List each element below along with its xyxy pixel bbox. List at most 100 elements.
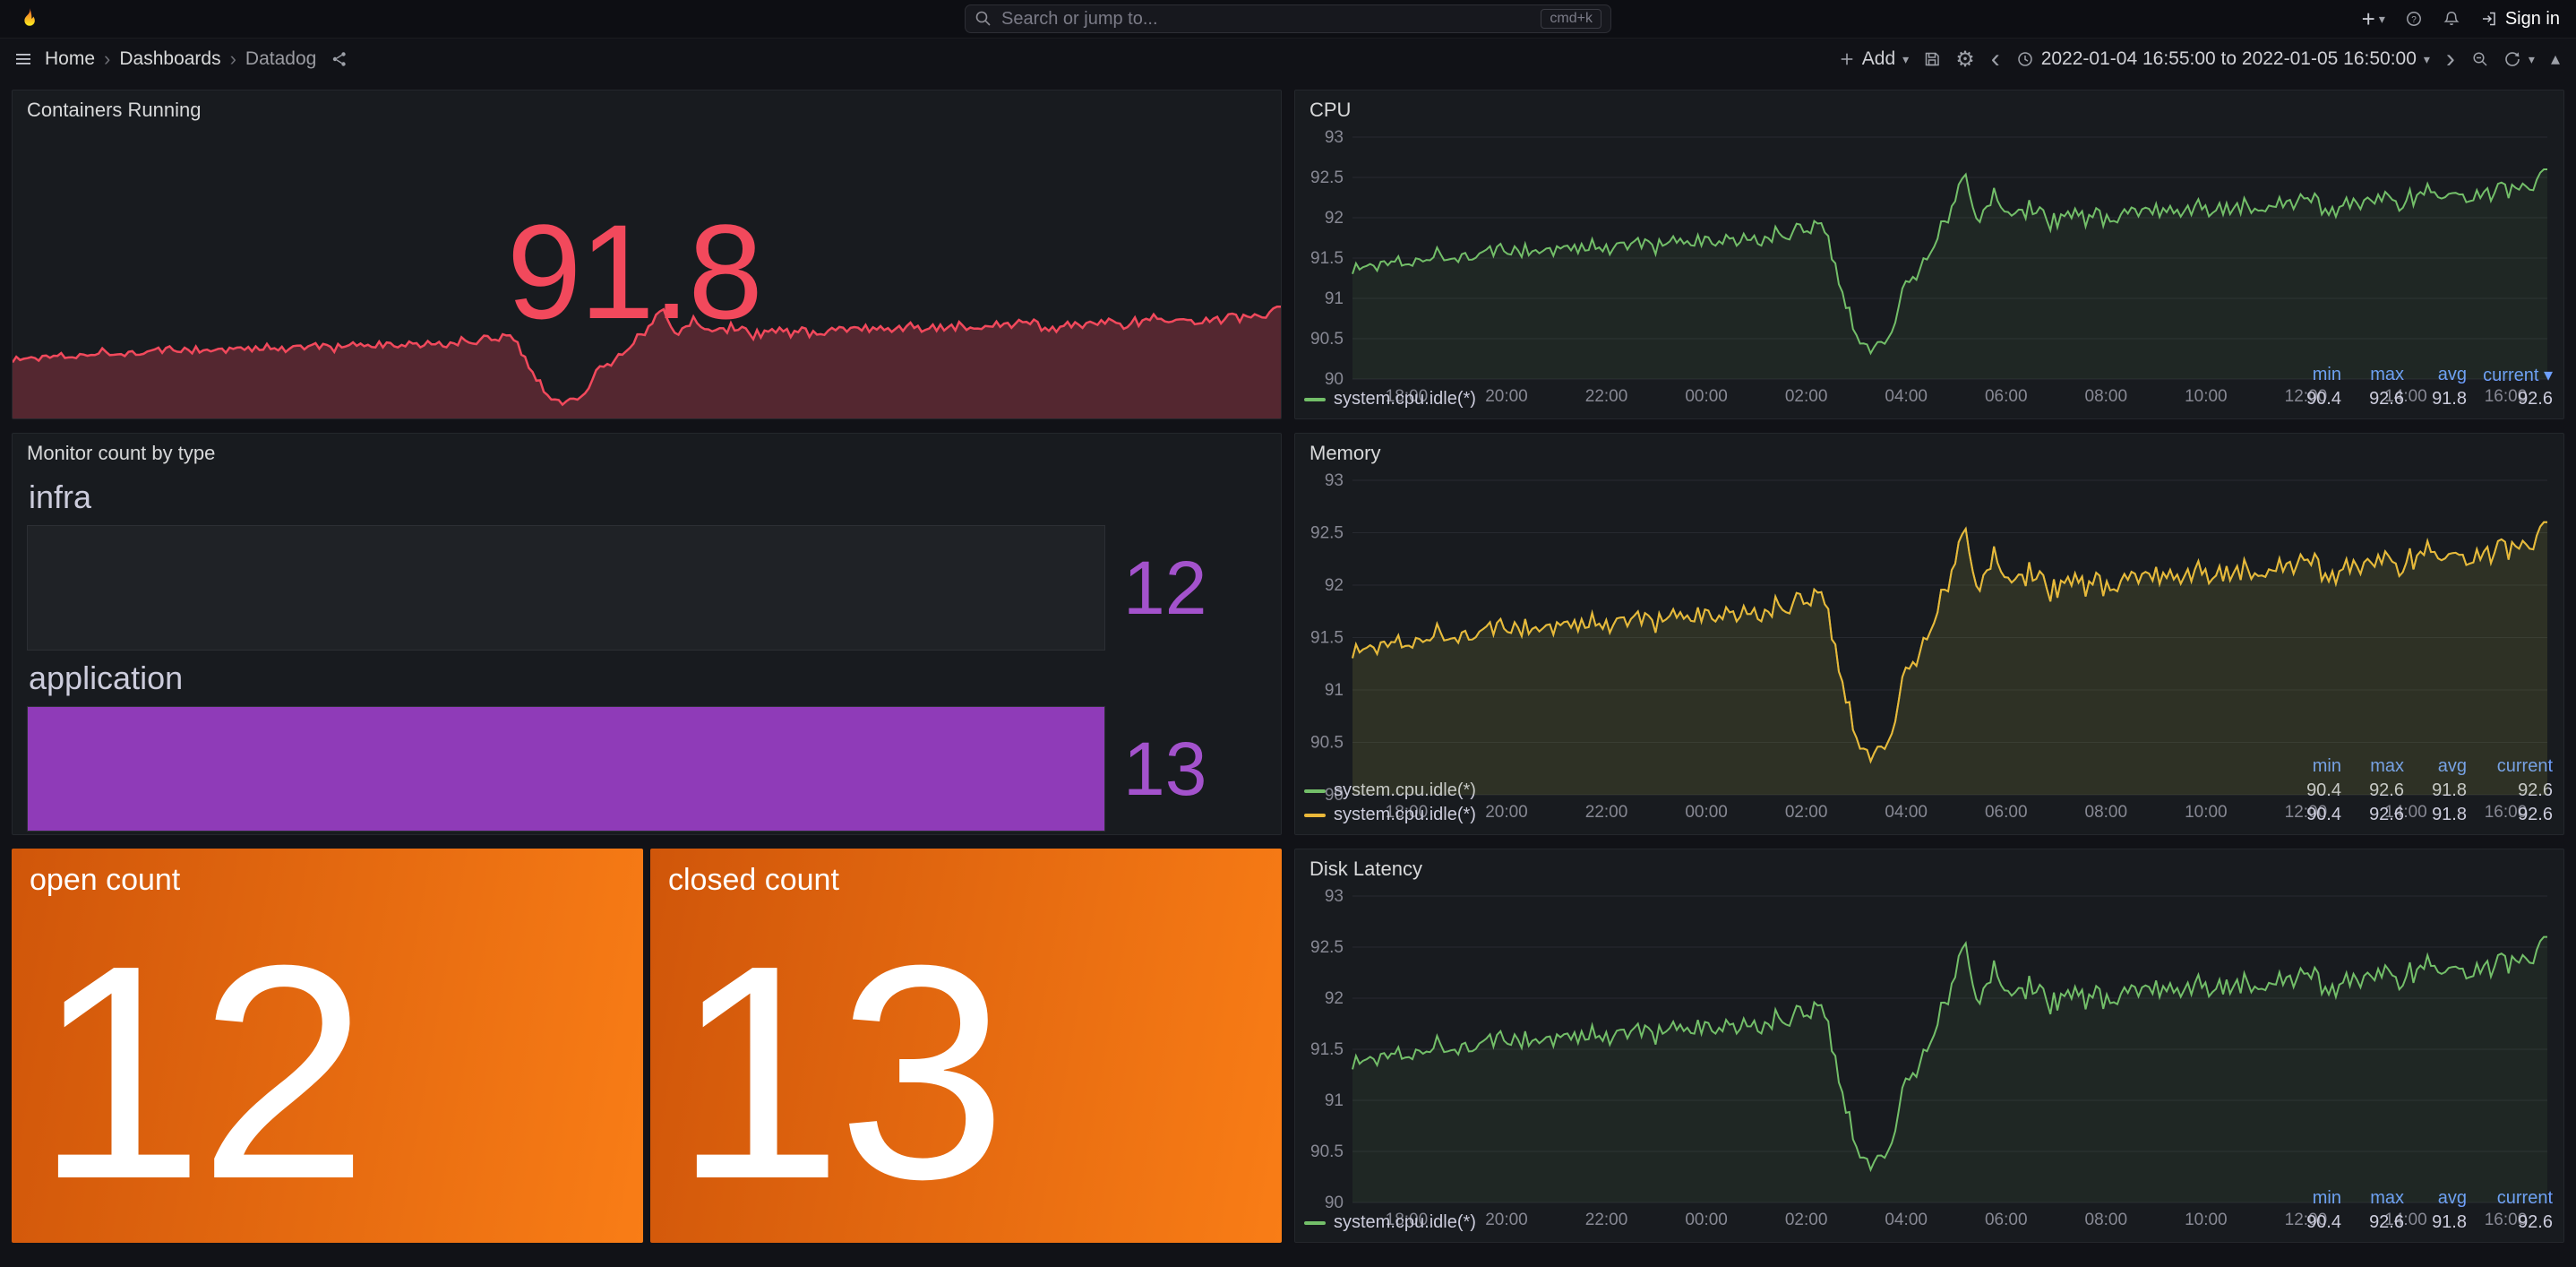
notifications-button[interactable] bbox=[2443, 10, 2460, 28]
legend-header-avg[interactable]: avg bbox=[2437, 365, 2467, 384]
svg-text:90.5: 90.5 bbox=[1310, 734, 1344, 753]
legend-header-row: min max avg current ▾ bbox=[1304, 363, 2553, 387]
legend-header-max[interactable]: max bbox=[2370, 1188, 2404, 1208]
legend-header-max[interactable]: max bbox=[2370, 365, 2404, 384]
svg-text:92.5: 92.5 bbox=[1310, 168, 1344, 187]
panel-title[interactable]: Disk Latency bbox=[1309, 858, 1422, 880]
legend-header-current[interactable]: current bbox=[2496, 756, 2553, 776]
bar-gauge-row: 12 bbox=[27, 525, 1267, 651]
svg-text:18:00: 18:00 bbox=[1386, 1211, 1429, 1229]
svg-text:20:00: 20:00 bbox=[1485, 1211, 1528, 1229]
legend-header-current[interactable]: current ▾ bbox=[2483, 366, 2553, 385]
legend-header-min[interactable]: min bbox=[2312, 756, 2341, 776]
svg-text:00:00: 00:00 bbox=[1685, 1211, 1728, 1229]
grafana-logo[interactable] bbox=[16, 5, 43, 32]
panel-open-count: open count 12 bbox=[12, 849, 643, 1243]
time-shift-back-button[interactable]: ‹ bbox=[1990, 44, 2000, 73]
search-input[interactable]: Search or jump to... cmd+k bbox=[965, 4, 1611, 33]
svg-text:91.5: 91.5 bbox=[1310, 249, 1344, 268]
save-dashboard-button[interactable] bbox=[1923, 50, 1941, 68]
svg-text:04:00: 04:00 bbox=[1885, 803, 1928, 822]
series-stat: 90.4 bbox=[2306, 1212, 2341, 1232]
svg-text:20:00: 20:00 bbox=[1485, 387, 1528, 406]
chevron-down-icon: ▾ bbox=[2423, 51, 2430, 66]
svg-text:18:00: 18:00 bbox=[1386, 803, 1429, 822]
svg-text:90.5: 90.5 bbox=[1310, 330, 1344, 349]
legend-header-current[interactable]: current bbox=[2496, 1188, 2553, 1208]
svg-text:92: 92 bbox=[1325, 576, 1344, 595]
svg-text:10:00: 10:00 bbox=[2185, 803, 2228, 822]
bar-gauge-value-application: 13 bbox=[1123, 727, 1207, 811]
svg-text:06:00: 06:00 bbox=[1985, 387, 2028, 406]
sign-in-icon bbox=[2482, 12, 2495, 26]
containers-stat-area: 91.8 bbox=[13, 125, 1281, 418]
series-name[interactable]: system.cpu.idle(*) bbox=[1334, 780, 1476, 800]
series-name[interactable]: system.cpu.idle(*) bbox=[1334, 1212, 1476, 1232]
panel-title[interactable]: closed count bbox=[668, 863, 839, 897]
legend-row: system.cpu.idle(*) 90.4 92.6 91.8 92.6 bbox=[1304, 779, 2553, 803]
add-panel-button[interactable]: Add ▾ bbox=[1839, 48, 1909, 70]
series-swatch bbox=[1304, 1220, 1326, 1225]
legend-header-min[interactable]: min bbox=[2312, 365, 2341, 384]
menu-toggle-button[interactable] bbox=[14, 50, 32, 68]
breadcrumb-dashboards[interactable]: Dashboards bbox=[119, 48, 221, 69]
collapse-toolbar-button[interactable]: ▴ bbox=[2550, 49, 2560, 69]
panel-title[interactable]: Monitor count by type bbox=[27, 442, 216, 464]
time-range-picker[interactable]: 2022-01-04 16:55:00 to 2022-01-05 16:50:… bbox=[2016, 48, 2430, 70]
legend-header-min[interactable]: min bbox=[2312, 1188, 2341, 1208]
svg-text:08:00: 08:00 bbox=[2085, 1211, 2128, 1229]
svg-text:02:00: 02:00 bbox=[1785, 1211, 1828, 1229]
dashboard-settings-button[interactable]: ⚙ bbox=[1955, 48, 1975, 70]
cpu-chart[interactable]: 90 90.5 91 91.5 92 92.5 93 18:00 20:00 22:00 00:00… bbox=[1295, 125, 2563, 406]
question-circle-icon: ? bbox=[2406, 12, 2421, 26]
time-shift-forward-button[interactable]: › bbox=[2445, 44, 2455, 73]
legend-header-row: min max avg current bbox=[1304, 1186, 2553, 1211]
svg-text:08:00: 08:00 bbox=[2085, 387, 2128, 406]
help-button[interactable]: ? bbox=[2405, 10, 2423, 28]
series-stat: 92.6 bbox=[2518, 389, 2553, 409]
memory-chart[interactable]: 90 90.5 91 91.5 92 92.5 93 18:00 20:00 22:00 00:00… bbox=[1295, 468, 2563, 822]
search-icon bbox=[975, 11, 991, 26]
panel-title[interactable]: Containers Running bbox=[27, 99, 202, 121]
breadcrumb-home[interactable]: Home bbox=[45, 48, 96, 69]
svg-text:08:00: 08:00 bbox=[2085, 803, 2128, 822]
share-dashboard-button[interactable] bbox=[331, 50, 348, 68]
series-stat: 92.6 bbox=[2518, 1212, 2553, 1232]
panel-title[interactable]: CPU bbox=[1309, 99, 1352, 121]
bell-icon bbox=[2443, 12, 2460, 25]
series-stat: 92.6 bbox=[2518, 780, 2553, 800]
panel-memory: Memory 90 90.5 91 91.5 92 92.5 93 18:00 20:00 22:… bbox=[1294, 433, 2564, 835]
svg-text:12:00: 12:00 bbox=[2285, 803, 2328, 822]
series-stat: 92.6 bbox=[2369, 1212, 2404, 1232]
svg-text:06:00: 06:00 bbox=[1985, 1211, 2028, 1229]
sign-in-button[interactable]: Sign in bbox=[2480, 9, 2560, 30]
legend-row: system.cpu.idle(*) 90.4 92.6 91.8 92.6 bbox=[1304, 803, 2553, 827]
gear-icon: ⚙ bbox=[1955, 47, 1975, 72]
shortcut-badge: cmd+k bbox=[1541, 9, 1601, 29]
legend-header-row: min max avg current bbox=[1304, 754, 2553, 779]
legend-header-avg[interactable]: avg bbox=[2437, 1188, 2467, 1208]
svg-text:22:00: 22:00 bbox=[1585, 1211, 1628, 1229]
series-stat: 91.8 bbox=[2432, 805, 2467, 824]
legend-header-max[interactable]: max bbox=[2370, 756, 2404, 776]
svg-text:93: 93 bbox=[1325, 128, 1344, 147]
legend-row: system.cpu.idle(*) 90.4 92.6 91.8 92.6 bbox=[1304, 387, 2553, 411]
series-stat: 92.6 bbox=[2369, 780, 2404, 800]
series-name[interactable]: system.cpu.idle(*) bbox=[1334, 389, 1476, 409]
refresh-button[interactable]: ▾ bbox=[2503, 50, 2535, 68]
chevron-right-icon: › bbox=[104, 47, 111, 70]
svg-text:16:00: 16:00 bbox=[2485, 803, 2528, 822]
series-name[interactable]: system.cpu.idle(*) bbox=[1334, 805, 1476, 824]
svg-text:10:00: 10:00 bbox=[2185, 1211, 2228, 1229]
panel-title[interactable]: Memory bbox=[1309, 442, 1381, 464]
dashboard-canvas: Containers Running 91.8 CPU 90 90.5 91 91.5… bbox=[0, 79, 2576, 1267]
containers-sparkline[interactable] bbox=[13, 284, 1281, 418]
legend-header-avg[interactable]: avg bbox=[2437, 756, 2467, 776]
clock-icon bbox=[2017, 52, 2032, 66]
zoom-out-button[interactable] bbox=[2471, 50, 2489, 68]
svg-text:90: 90 bbox=[1325, 1194, 1344, 1212]
bar-gauge-track bbox=[27, 525, 1105, 651]
new-menu-button[interactable]: + ▾ bbox=[2362, 7, 2385, 30]
panel-title[interactable]: open count bbox=[30, 863, 181, 897]
disk-latency-chart[interactable]: 90 90.5 91 91.5 92 92.5 93 18:00 20:00 22:00 00:00… bbox=[1295, 883, 2563, 1229]
